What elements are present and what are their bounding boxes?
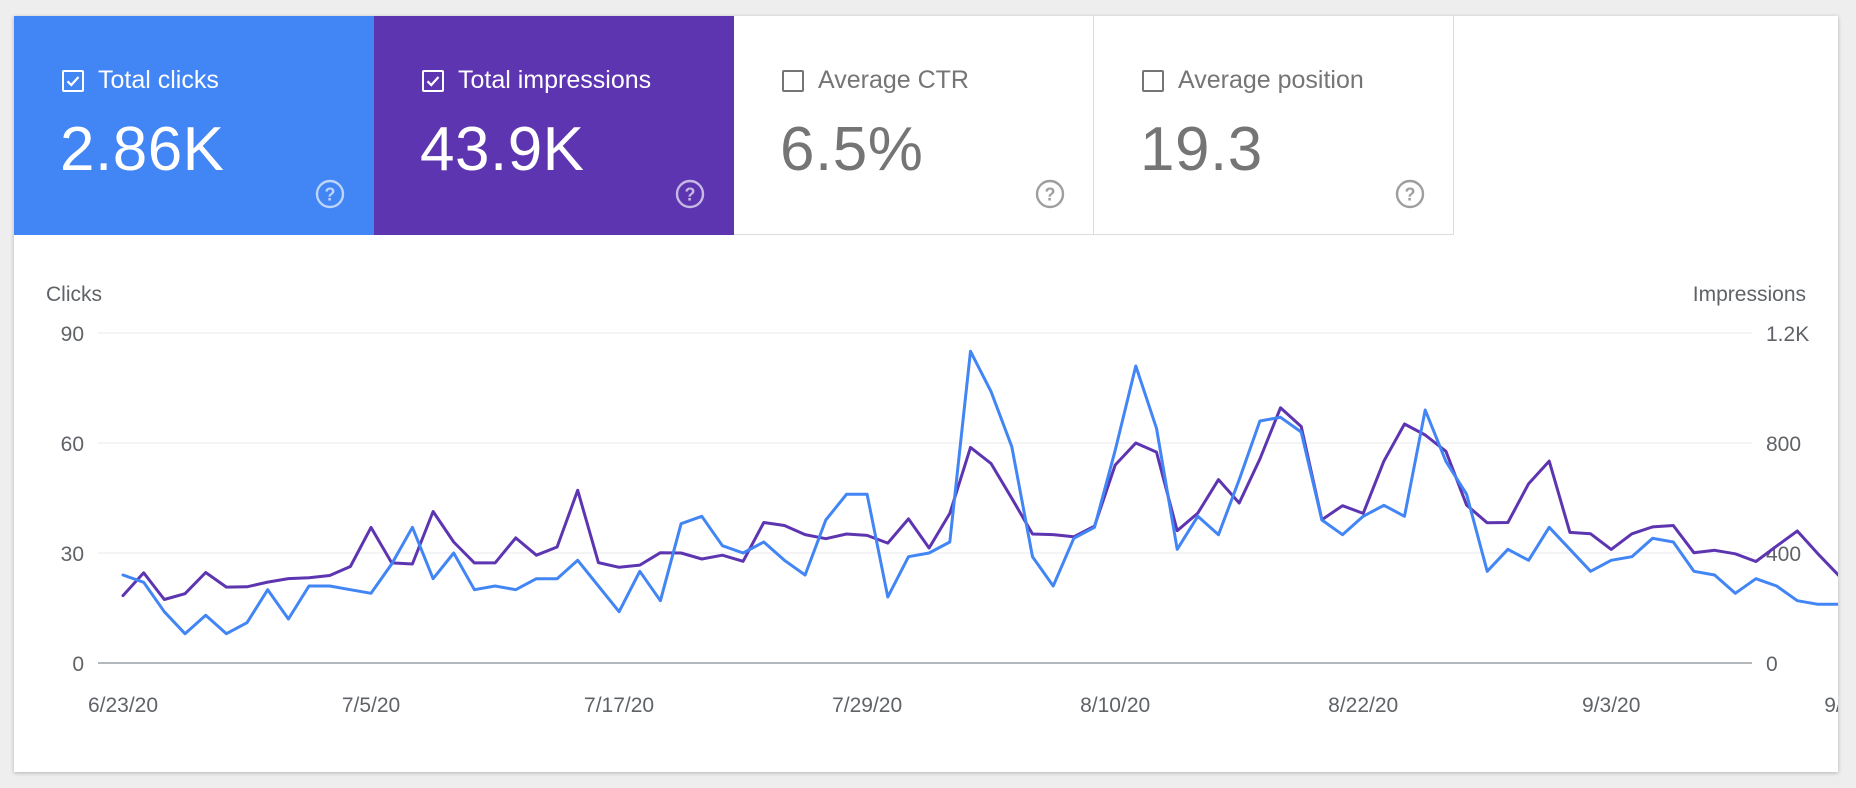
x-tick-label: 8/10/20 [1080,694,1150,717]
metric-header: Average CTR [782,66,969,95]
x-tick-label: 9/3/20 [1582,694,1640,717]
x-tick-label: 7/29/20 [832,694,902,717]
help-circle-icon[interactable]: ? [674,178,706,210]
metric-header: Total impressions [422,66,651,95]
metric-header: Total clicks [62,66,219,95]
y-axis-title-left: Clicks [46,283,102,306]
y-tick-label-right: 800 [1766,433,1801,456]
metric-label: Total clicks [98,66,219,94]
metric-tile-total-clicks[interactable]: Total clicks 2.86K? [14,16,374,235]
help-circle-icon[interactable]: ? [314,178,346,210]
y-axis-title-right: Impressions [1693,283,1806,306]
metric-value: 19.3 [1140,115,1263,184]
y-tick-label-right: 1.2K [1766,323,1809,346]
metric-label: Average position [1178,66,1364,94]
help-circle-icon[interactable]: ? [1394,178,1426,210]
svg-text:?: ? [325,185,336,205]
y-tick-label-right: 0 [1766,653,1778,676]
impressions-series-line [121,406,1838,601]
metrics-row: Total clicks 2.86K? Total impressions 43.9K… [14,16,1454,235]
x-tick-label: 8/22/20 [1328,694,1398,717]
metric-value: 6.5% [780,115,924,184]
checkbox-checked-icon[interactable] [62,69,84,92]
y-tick-label-left: 0 [72,653,84,676]
x-tick-label: 9/15/20 [1824,694,1838,717]
metric-value: 2.86K [60,115,225,184]
clicks-series-line [121,349,1838,636]
metric-header: Average position [1142,66,1364,95]
x-tick-label: 7/5/20 [342,694,400,717]
checkbox-checked-icon[interactable] [422,69,444,92]
metric-label: Average CTR [818,66,969,94]
performance-chart: 0 30 60 90 0 400 800 1.2K Clicks Impressions 6/23/… [46,283,1838,717]
metric-tile-average-position[interactable]: Average position 19.3? [1094,16,1454,235]
y-tick-label-left: 30 [61,543,84,566]
help-circle-icon[interactable]: ? [1034,178,1066,210]
metric-value: 43.9K [420,115,585,184]
checkbox-icon[interactable] [782,69,804,92]
checkbox-icon[interactable] [1142,69,1164,92]
y-tick-label-left: 60 [61,433,84,456]
svg-text:?: ? [685,185,696,205]
performance-card: Total clicks 2.86K? Total impressions 43.9K… [14,16,1838,772]
y-tick-label-left: 90 [61,323,84,346]
x-tick-label: 6/23/20 [88,694,158,717]
y-tick-label-right: 400 [1766,543,1801,566]
svg-text:?: ? [1405,185,1416,205]
metric-tile-total-impressions[interactable]: Total impressions 43.9K? [374,16,734,235]
metric-tile-average-ctr[interactable]: Average CTR 6.5%? [734,16,1094,235]
metric-label: Total impressions [458,66,652,94]
x-tick-label: 7/17/20 [584,694,654,717]
svg-text:?: ? [1045,185,1056,205]
